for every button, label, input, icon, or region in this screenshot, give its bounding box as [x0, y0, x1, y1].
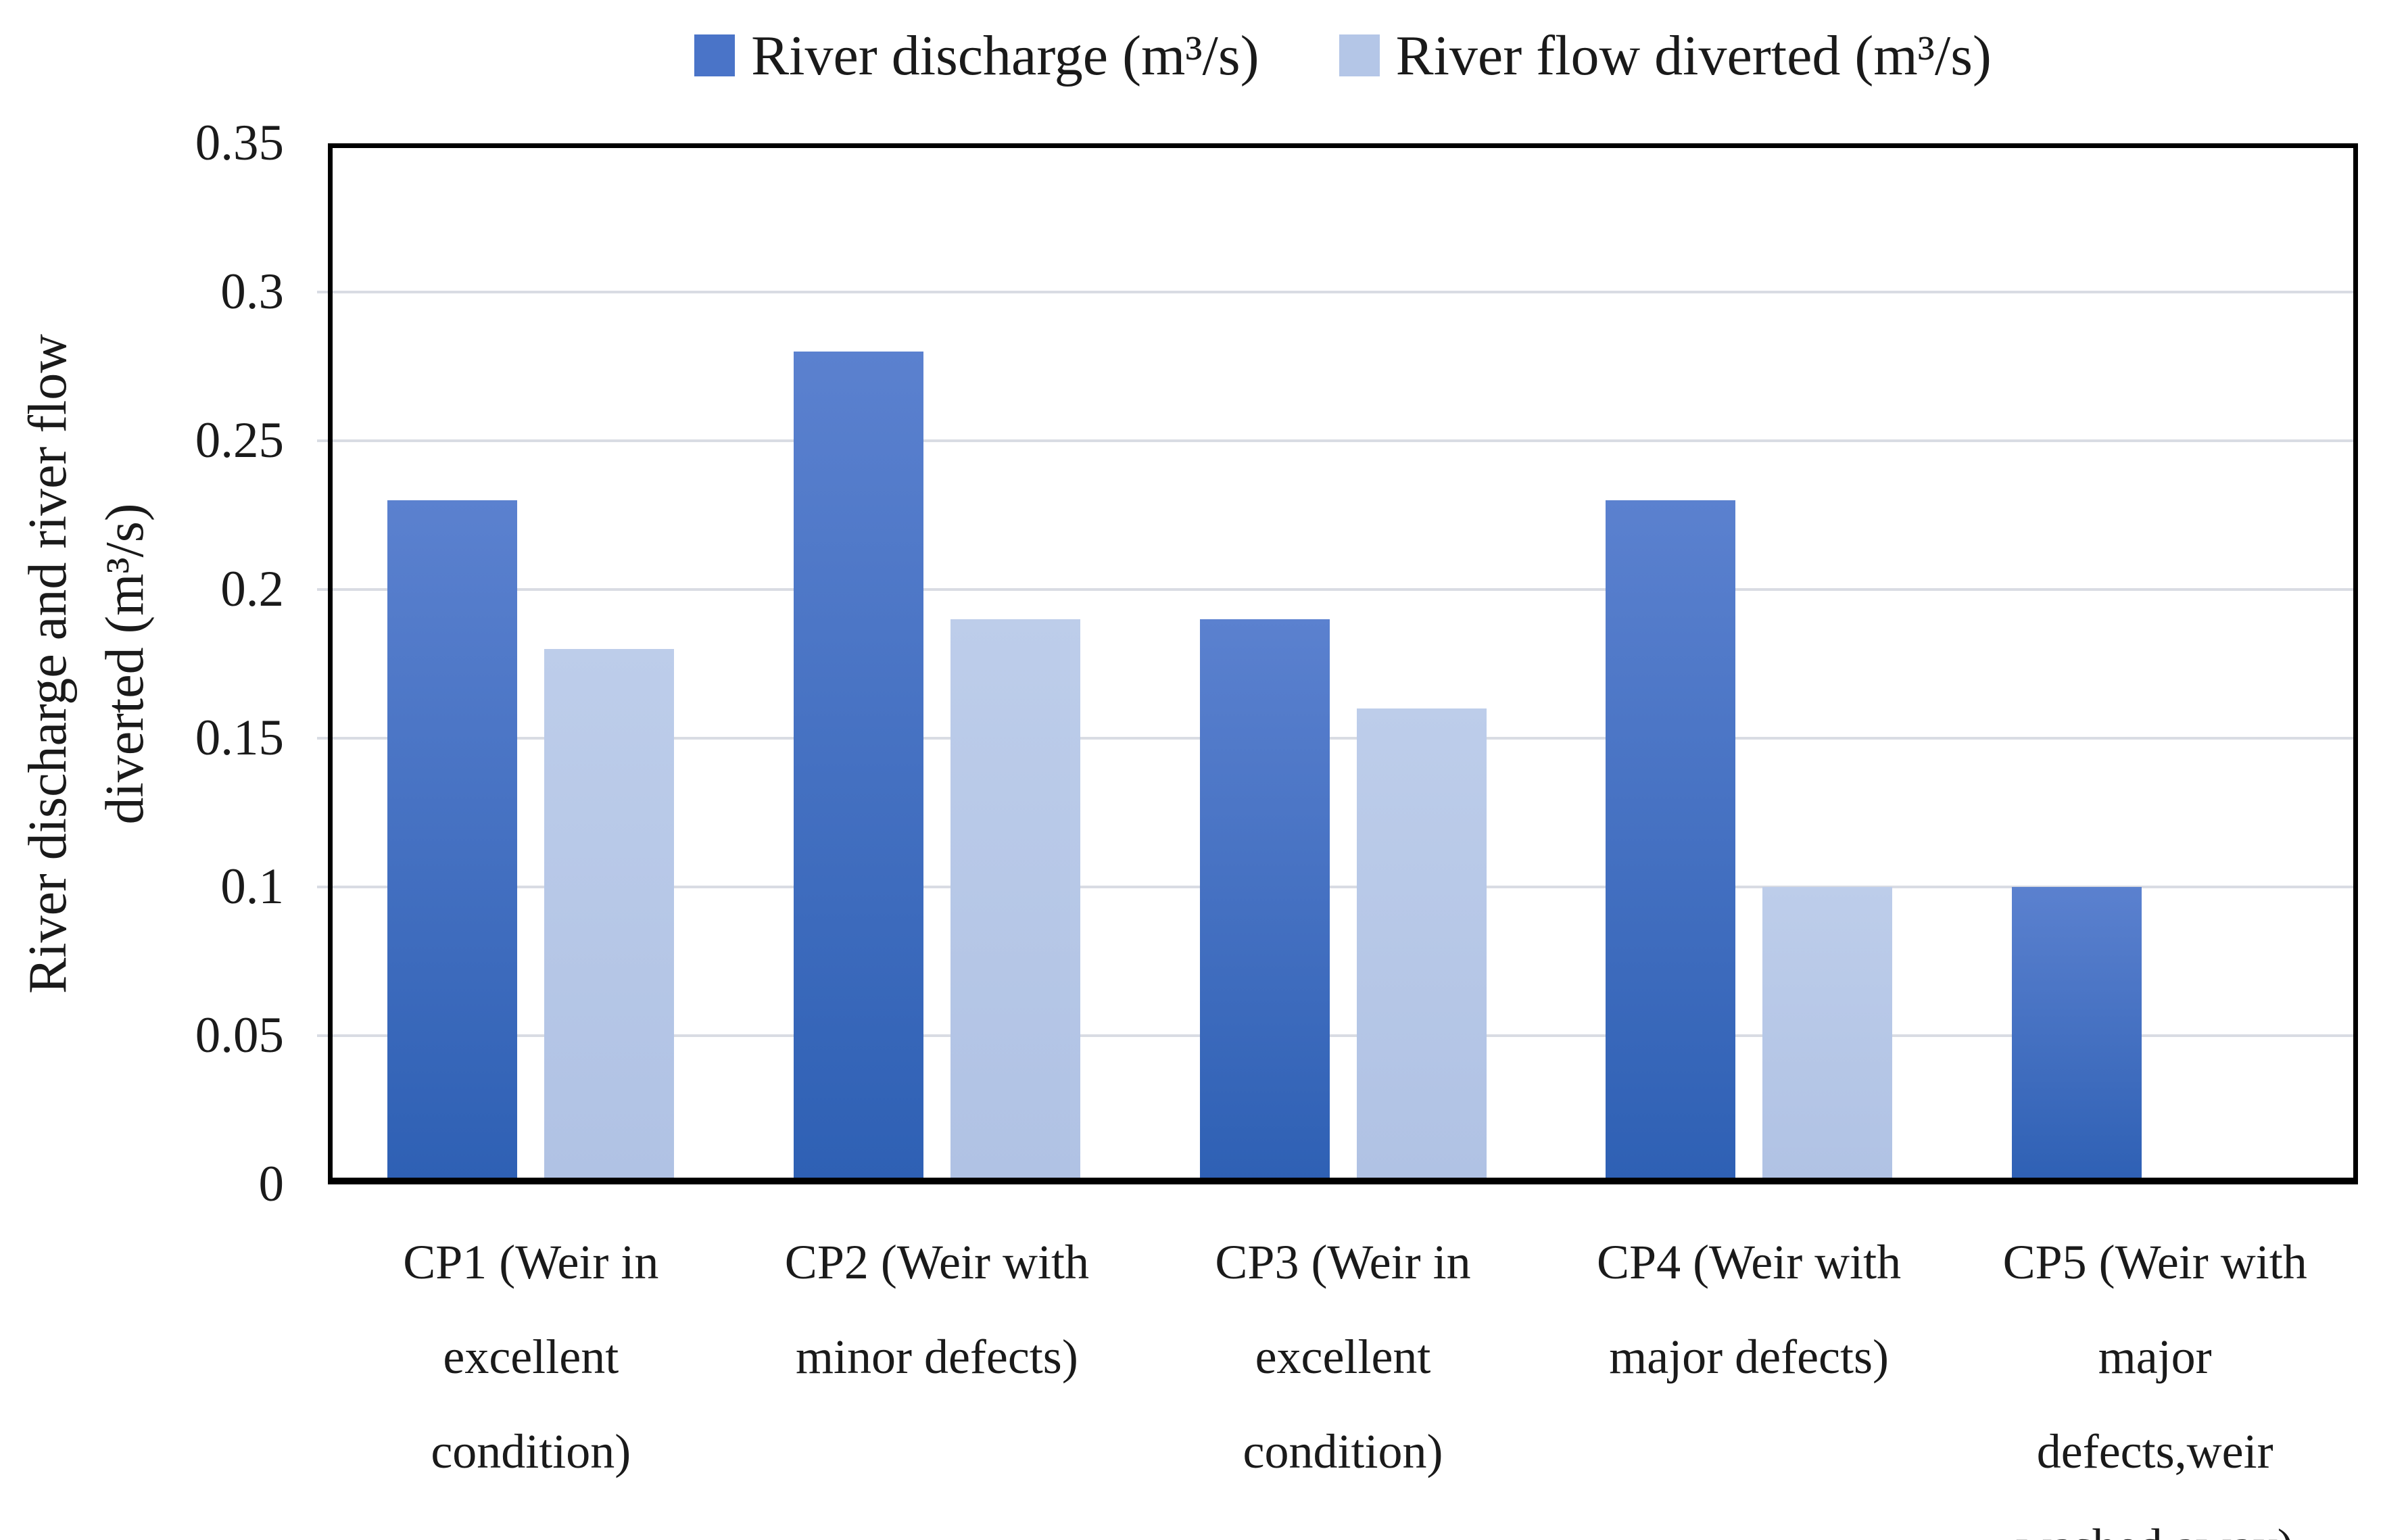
gridline	[328, 439, 2358, 442]
x-axis-category-label-cp4: CP4 (Weir with major defects)	[1546, 1215, 1952, 1404]
legend-item-river-flow-diverted: River flow diverted (m³/s)	[1339, 23, 1992, 89]
y-axis-tick-mark	[317, 291, 328, 293]
y-axis-title: River discharge and river flow diverted …	[9, 55, 164, 1272]
category-label-line: condition)	[1243, 1424, 1443, 1478]
gridline	[328, 291, 2358, 293]
category-label-line: condition)	[431, 1424, 631, 1478]
bar-discharge-cp5	[2011, 887, 2142, 1184]
x-axis-category-label-cp1: CP1 (Weir in excellent condition)	[328, 1215, 734, 1499]
y-axis-tick-label-0.15: 0.15	[195, 710, 284, 766]
bar-discharge-cp1	[387, 500, 518, 1184]
legend-item-river-discharge: River discharge (m³/s)	[694, 23, 1259, 89]
bar-diverted-cp2	[950, 619, 1080, 1184]
x-axis-category-label-cp3: CP3 (Weir in excellent condition)	[1140, 1215, 1546, 1499]
legend: River discharge (m³/s) River flow divert…	[328, 8, 2358, 103]
bar-diverted-cp3	[1356, 708, 1487, 1184]
y-axis-tick-label-0.05: 0.05	[195, 1007, 284, 1063]
category-label-line: defects,weir	[2036, 1424, 2273, 1478]
y-axis-tick-label-0.3: 0.3	[220, 264, 284, 320]
category-label-line: CP2 (Weir with	[784, 1235, 1089, 1289]
gridline	[328, 588, 2358, 591]
gridline	[328, 1034, 2358, 1037]
x-axis-category-label-cp5: CP5 (Weir with major defects,weir washed aw…	[1952, 1215, 2358, 1540]
y-axis-tick-label-0: 0	[258, 1156, 285, 1212]
y-axis-tick-label-0.1: 0.1	[220, 859, 284, 915]
y-axis-tick-mark	[317, 886, 328, 888]
y-axis-title-line-1: River discharge and river flow	[18, 334, 78, 994]
y-axis-tick-label-0.35: 0.35	[195, 115, 284, 171]
y-axis-tick-label-0.2: 0.2	[220, 561, 284, 617]
category-label-line: major defects)	[1609, 1330, 1889, 1384]
gridline	[328, 886, 2358, 888]
y-axis-title-line-2: diverted (m³/s)	[95, 503, 155, 825]
legend-swatch-river-discharge-icon	[694, 34, 736, 76]
y-axis-tick-mark	[317, 1034, 328, 1037]
category-label-line: excellent	[443, 1330, 619, 1384]
y-axis-tick-label-0.25: 0.25	[195, 412, 284, 468]
legend-label-river-discharge: River discharge (m³/s)	[751, 24, 1259, 87]
category-label-line: CP4 (Weir with	[1597, 1235, 1902, 1289]
x-axis-category-label-cp2: CP2 (Weir with minor defects)	[734, 1215, 1140, 1404]
category-label-line: CP1 (Weir in	[403, 1235, 659, 1289]
y-axis-tick-mark	[317, 737, 328, 740]
gridline	[328, 737, 2358, 740]
category-label-line: CP3 (Weir in	[1215, 1235, 1471, 1289]
legend-swatch-river-flow-diverted-icon	[1339, 34, 1380, 76]
category-label-line: excellent	[1255, 1330, 1431, 1384]
category-label-line: washed away)	[1952, 1499, 2358, 1540]
y-axis-tick-mark	[317, 588, 328, 591]
bar-diverted-cp4	[1762, 887, 1893, 1184]
category-label-line: CP5 (Weir with	[2002, 1235, 2307, 1289]
plot-area	[328, 143, 2358, 1184]
bar-discharge-cp4	[1606, 500, 1736, 1184]
bar-diverted-cp1	[544, 649, 675, 1184]
bar-discharge-cp2	[793, 352, 923, 1184]
y-axis-tick-mark	[317, 439, 328, 442]
category-label-line: major	[2098, 1330, 2212, 1384]
category-label-line: minor defects)	[795, 1330, 1078, 1384]
bar-discharge-cp3	[1199, 619, 1330, 1184]
legend-label-river-flow-diverted: River flow diverted (m³/s)	[1395, 24, 1992, 87]
